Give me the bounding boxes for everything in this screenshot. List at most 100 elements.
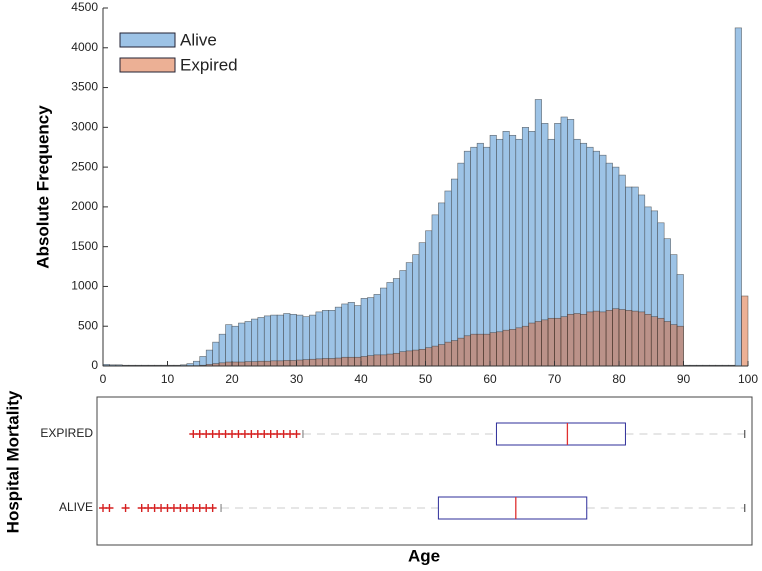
legend-swatch (119, 57, 176, 73)
y-tick-label: 4500 (71, 0, 98, 14)
bar (470, 146, 478, 367)
x-tick-label: 90 (677, 372, 691, 386)
bar (199, 356, 207, 367)
bar (367, 355, 375, 367)
outlier (105, 504, 114, 512)
bar (450, 178, 459, 367)
bar (554, 317, 562, 367)
bar (328, 358, 336, 367)
bar (244, 321, 252, 367)
bar (405, 262, 413, 367)
y-tick-label: 4000 (71, 40, 98, 54)
bar (586, 311, 594, 367)
x-tick-label: 30 (290, 372, 304, 386)
bar (438, 344, 446, 367)
outlier (121, 504, 130, 512)
bar (476, 142, 484, 367)
bar (302, 359, 310, 367)
bar (412, 349, 420, 367)
bar (663, 321, 671, 367)
bar (528, 322, 536, 367)
bar (380, 354, 388, 367)
bar (457, 162, 465, 367)
bar (296, 359, 304, 367)
bar (483, 146, 491, 367)
bar (238, 322, 246, 367)
bar (438, 202, 446, 367)
outlier (292, 430, 301, 438)
bar (534, 321, 542, 367)
bar (289, 313, 297, 367)
bar (341, 356, 349, 367)
bar (457, 337, 465, 367)
bar (257, 317, 265, 367)
y-tick-label: 1000 (71, 279, 98, 293)
bar (321, 310, 330, 367)
box (495, 422, 626, 446)
bar (612, 308, 620, 367)
bar (476, 333, 484, 367)
bar (328, 310, 336, 367)
bar (625, 310, 633, 367)
bar (392, 352, 400, 367)
y-axis-label: Absolute Frequency (33, 105, 52, 269)
bar (283, 313, 291, 367)
box (437, 496, 588, 520)
bar (418, 242, 426, 367)
bar (251, 361, 259, 367)
bar (380, 287, 388, 367)
bar (734, 27, 742, 367)
y-tick-label: 0 (91, 358, 98, 372)
bar (193, 360, 201, 367)
x-tick-label: 0 (100, 372, 107, 386)
x-tick-label: 60 (483, 372, 497, 386)
x-tick-label: 100 (738, 372, 758, 386)
bar (483, 333, 491, 367)
bar (225, 361, 233, 367)
bar (289, 360, 297, 367)
x-tick-label: 70 (548, 372, 562, 386)
bar (599, 311, 607, 367)
x-tick-label: 10 (161, 372, 175, 386)
y-tick-label: ALIVE (59, 500, 93, 514)
bar (218, 333, 226, 367)
bar (489, 134, 497, 367)
bar (276, 360, 284, 367)
bar (470, 333, 478, 367)
x-tick-label: 80 (612, 372, 626, 386)
bar (650, 316, 658, 367)
bar (399, 351, 407, 367)
bar (425, 230, 433, 367)
y-tick-label: 2000 (71, 199, 98, 213)
legend-label: Expired (180, 55, 238, 74)
bar (244, 361, 252, 367)
x-axis-label: Age (408, 546, 440, 565)
y-tick-label: 3000 (71, 120, 98, 134)
bar (463, 150, 471, 367)
bar (502, 329, 510, 367)
bar (354, 356, 362, 367)
bar (657, 317, 665, 367)
bar (450, 340, 459, 367)
bar (270, 314, 278, 367)
bar (257, 360, 265, 367)
bar (347, 356, 355, 367)
bar (231, 361, 239, 367)
bar (263, 315, 271, 367)
bar (231, 325, 239, 367)
bar (496, 331, 504, 367)
bar (309, 358, 317, 367)
bar (386, 353, 394, 367)
bar (618, 309, 626, 367)
y-tick-label: 500 (78, 318, 98, 332)
bar (334, 357, 342, 367)
y-axis-label: Hospital Mortality (3, 390, 22, 533)
bar (676, 325, 684, 367)
bar (418, 348, 426, 367)
bar (205, 349, 213, 367)
x-tick-label: 50 (419, 372, 433, 386)
bar (431, 345, 439, 367)
bar (360, 356, 368, 367)
